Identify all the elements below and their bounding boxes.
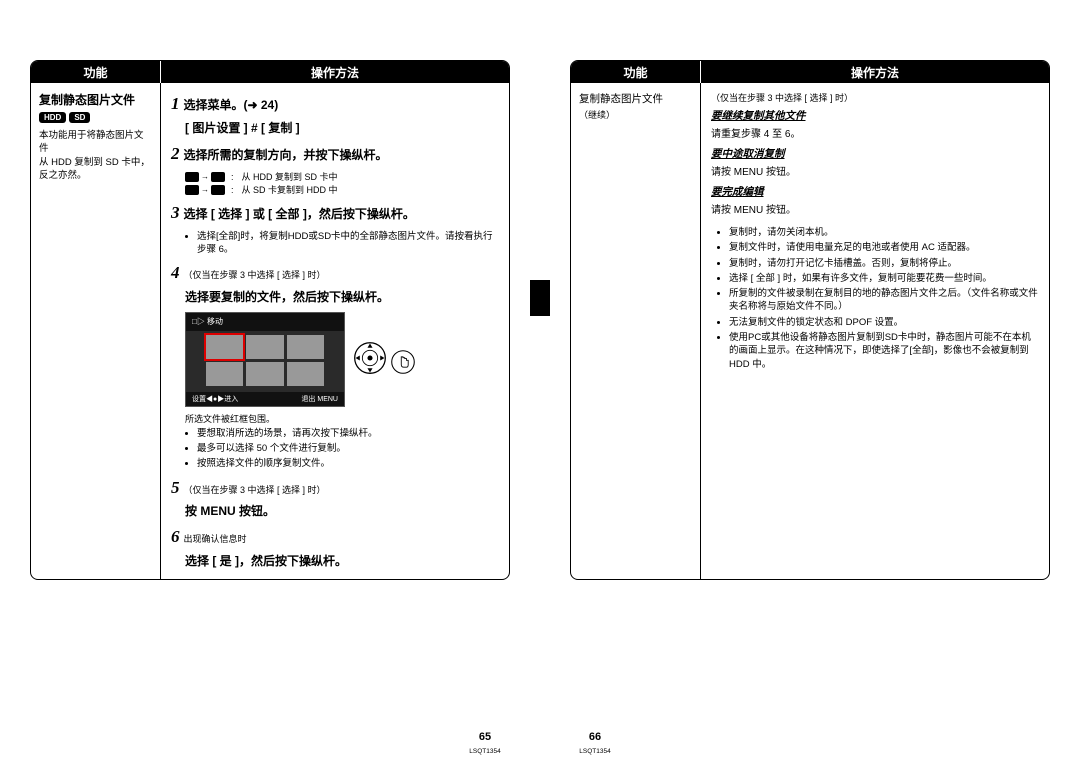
r-bullet-4: 选择 [ 全部 ] 时，如果有许多文件，复制可能要花费一些时间。 [729,272,1039,285]
step-1-num: 1 [171,94,180,113]
ui-screenshot: □▷ 移动 设置◀●▶进入 退出 MENU [185,312,345,407]
step-3-text: 选择 [ 选择 ] 或 [ 全部 ]，然后按下操纵杆。 [184,207,415,221]
em-continue: 要继续复制其他文件 [711,108,1039,123]
ss-thumb [246,362,283,386]
step-5-note: （仅当在步骤 3 中选择 [ 选择 ] 时） [184,485,326,495]
r-bullet-6: 无法复制文件的锁定状态和 DPOF 设置。 [729,316,1039,329]
em-cancel: 要中途取消复制 [711,146,1039,161]
step-5-text: 按 MENU 按钮。 [185,502,499,520]
s4-bullet-2: 最多可以选择 50 个文件进行复制。 [197,442,499,455]
step-4-num: 4 [171,263,180,282]
r-bullet-1: 复制时，请勿关闭本机。 [729,226,1039,239]
header-function-r: 功能 [571,61,701,83]
header-operation-l: 操作方法 [161,61,509,83]
step-5-num: 5 [171,478,180,497]
step-1-sub: [ 图片设置 ] # [ 复制 ] [185,119,499,137]
r-bullet-2: 复制文件时，请使用电量充足的电池或者使用 AC 适配器。 [729,241,1039,254]
dir-2: 从 SD 卡复制到 HDD 中 [242,183,338,196]
ss-thumb [287,335,324,359]
ss-enter: 设置◀●▶进入 [192,394,238,404]
step-3-bullet: 选择[全部]时，将复制HDD或SD卡中的全部静态图片文件。请按看执行步骤 6。 [197,230,499,257]
arrow-icon: → [201,172,209,181]
step-4-text: 选择要复制的文件，然后按下操纵杆。 [185,288,499,306]
step-6-note: 出现确认信息时 [184,534,247,544]
press-icon [390,349,416,375]
s4-bullet-1: 要想取消所选的场景，请再次按下操纵杆。 [197,427,499,440]
step-2-num: 2 [171,144,180,163]
step-4-note2: 所选文件被红框包围。 [185,413,499,425]
header-function-l: 功能 [31,61,161,83]
fn-title-l: 复制静态图片文件 [39,91,152,108]
ss-exit: 退出 MENU [301,394,338,404]
ss-thumb [206,362,243,386]
page-num-l: 65 [460,731,510,743]
page-num-r: 66 [570,731,620,743]
p-continue: 请重复步骤 4 至 6。 [711,125,1039,140]
r-bullet-3: 复制时，请勿打开记忆卡插槽盖。否则，复制将停止。 [729,257,1039,270]
ss-top-label: □▷ 移动 [192,316,223,327]
arrow-icon-2: → [201,185,209,194]
turn-page: 转下页。 [171,578,499,580]
page-divider-tab [530,280,550,316]
badge-hdd: HDD [39,112,66,123]
dir-1: 从 HDD 复制到 SD 卡中 [242,170,338,183]
step-1-text: 选择菜单。(➜ 24) [184,98,279,112]
r-bullet-7: 使用PC或其他设备将静态图片复制到SD卡中时，静态图片可能不在本机的画面上显示。… [729,331,1039,371]
r-top-note: （仅当在步骤 3 中选择 [ 选择 ] 时） [711,91,1039,104]
step-4-note: （仅当在步骤 3 中选择 [ 选择 ] 时） [184,270,326,280]
step-2-text: 选择所需的复制方向，并按下操纵杆。 [184,148,388,162]
ss-thumb [246,335,283,359]
joystick-icon [353,341,387,375]
fn-desc-2: 从 HDD 复制到 SD 卡中，反之亦然。 [39,156,152,183]
fn-title-r: 复制静态图片文件 [579,91,692,106]
s4-bullet-3: 按照选择文件的顺序复制文件。 [197,457,499,470]
badge-sd: SD [69,112,90,123]
page-code-r: LSQT1354 [565,748,625,755]
step-6-num: 6 [171,527,180,546]
step-3-num: 3 [171,203,180,222]
ss-thumb [287,362,324,386]
fn-desc-1: 本功能用于将静态图片文件 [39,129,152,156]
ss-thumb [206,335,243,359]
header-operation-r: 操作方法 [701,61,1049,83]
fn-cont: （继续） [579,108,692,121]
p-finish: 请按 MENU 按钮。 [711,201,1039,216]
em-finish: 要完成编辑 [711,184,1039,199]
step-6-text: 选择 [ 是 ]，然后按下操纵杆。 [185,552,499,570]
r-bullet-5: 所复制的文件被录制在复制目的地的静态图片文件之后。（文件名称或文件夹名称将与原始… [729,287,1039,314]
page-code-l: LSQT1354 [455,748,515,755]
p-cancel: 请按 MENU 按钮。 [711,163,1039,178]
